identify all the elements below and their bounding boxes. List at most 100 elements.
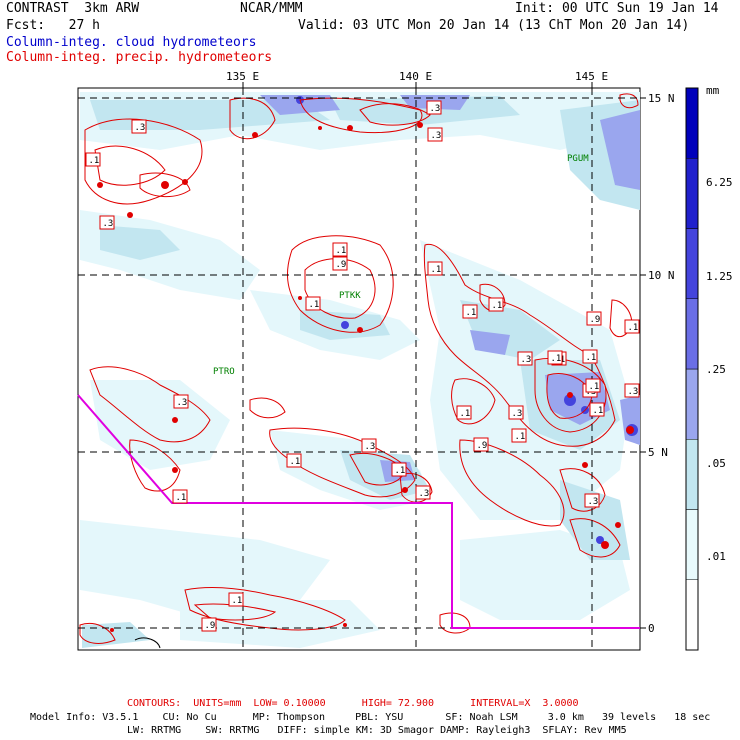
svg-text:.3: .3 xyxy=(521,355,532,365)
lat-label: 0 xyxy=(648,622,655,635)
svg-text:.1: .1 xyxy=(395,466,406,476)
svg-text:.9: .9 xyxy=(336,260,347,270)
svg-text:.3: .3 xyxy=(419,489,430,499)
contour-value-label: .9 xyxy=(473,437,489,452)
svg-text:.1: .1 xyxy=(589,382,600,392)
boundary-line xyxy=(77,394,640,629)
svg-text:.1: .1 xyxy=(431,265,442,275)
contour-value-label: .3 xyxy=(173,394,189,409)
colorbar-swatch xyxy=(685,158,699,229)
svg-text:.1: .1 xyxy=(89,156,100,166)
colorbar-swatch xyxy=(685,298,699,370)
svg-text:.3: .3 xyxy=(431,131,442,141)
lon-labels: 135 E 140 E 145 E xyxy=(226,70,608,83)
lat-label: 15 N xyxy=(648,92,675,105)
lat-labels: 15 N 10 N 5 N 0 xyxy=(648,92,675,635)
colorbar-label: .05 xyxy=(706,457,726,470)
svg-text:.1: .1 xyxy=(551,354,562,364)
contour-value-label: .1 xyxy=(589,402,605,417)
contour-value-label: .3 xyxy=(426,100,442,115)
svg-text:.3: .3 xyxy=(430,104,441,114)
colorbar-swatch xyxy=(685,509,699,580)
svg-text:.1: .1 xyxy=(492,301,503,311)
svg-text:.3: .3 xyxy=(588,497,599,507)
colorbar-unit: mm xyxy=(706,84,720,97)
contour-value-label: .1 xyxy=(462,304,478,319)
contour-value-label: .9 xyxy=(332,256,348,271)
precip-cores xyxy=(97,122,634,632)
init-time: Init: 00 UTC Sun 19 Jan 14 xyxy=(515,1,719,16)
contour-value-label: .3 xyxy=(624,383,640,398)
lat-label: 5 N xyxy=(648,446,668,459)
colorbar-swatch xyxy=(685,87,699,159)
contour-value-label: .1 xyxy=(547,350,563,365)
colorbar-labels: 6.25 1.25 .25 .05 .01 xyxy=(706,176,733,563)
lon-label: 145 E xyxy=(575,70,608,83)
station-label: PTRO xyxy=(213,367,235,377)
contour-labels: .3 .1 .3 .3 .3 .1 .1 .9 .1 .1 .1 .3 .1 .9 .1 .1 .3 .1 .3 .1… xyxy=(85,100,640,632)
contour-value-label: .1 xyxy=(511,428,527,443)
contour-value-label: .1 xyxy=(305,296,321,311)
organization: NCAR/MMM xyxy=(240,1,303,16)
contour-value-label: .1 xyxy=(488,297,504,312)
svg-text:.1: .1 xyxy=(309,300,320,310)
contour-value-label: .9 xyxy=(586,311,602,326)
contour-value-label: .9 xyxy=(201,617,217,632)
lon-label: 140 E xyxy=(399,70,432,83)
contour-value-label: .1 xyxy=(228,592,244,607)
svg-text:.3: .3 xyxy=(135,123,146,133)
contour-value-label: .1 xyxy=(172,489,188,504)
svg-text:.1: .1 xyxy=(628,323,639,333)
contour-value-label: .1 xyxy=(624,319,640,334)
station-label: PTKK xyxy=(339,291,361,301)
contour-value-label: .3 xyxy=(508,405,524,420)
valid-time: Valid: 03 UTC Mon 20 Jan 14 (13 ChT Mon … xyxy=(298,18,690,33)
contour-info: CONTOURS: UNITS=mm LOW= 0.10000 HIGH= 72… xyxy=(127,698,579,709)
tick-marks xyxy=(242,82,646,629)
field-precip-label: Column-integ. precip. hydrometeors xyxy=(6,50,273,65)
contour-value-label: .3 xyxy=(427,127,443,142)
svg-text:.9: .9 xyxy=(590,315,601,325)
svg-text:.3: .3 xyxy=(628,387,639,397)
contour-value-label: .1 xyxy=(456,405,472,420)
station-label: PGUM xyxy=(567,154,589,164)
contour-value-label: .1 xyxy=(391,462,407,477)
contour-value-label: .3 xyxy=(415,485,431,500)
colorbar-label: .01 xyxy=(706,550,726,563)
contour-value-label: .1 xyxy=(332,242,348,257)
svg-text:.1: .1 xyxy=(460,409,471,419)
contour-value-label: .1 xyxy=(286,453,302,468)
model-info-line1: Model Info: V3.5.1 CU: No Cu MP: Thompso… xyxy=(30,712,711,723)
contour-value-label: .3 xyxy=(131,119,147,134)
svg-text:.1: .1 xyxy=(232,596,243,606)
svg-text:.1: .1 xyxy=(466,308,477,318)
svg-text:.1: .1 xyxy=(290,457,301,467)
svg-text:.1: .1 xyxy=(586,353,597,363)
svg-text:.1: .1 xyxy=(336,246,347,256)
contour-value-label: .1 xyxy=(427,261,443,276)
colorbar-label: 6.25 xyxy=(706,176,733,189)
contour-value-label: .3 xyxy=(361,438,377,453)
contour-value-label: .3 xyxy=(584,493,600,508)
svg-text:.1: .1 xyxy=(515,432,526,442)
colorbar-label: .25 xyxy=(706,363,726,376)
contour-value-label: .3 xyxy=(99,215,115,230)
svg-text:.1: .1 xyxy=(176,493,187,503)
model-info-line2: LW: RRTMG SW: RRTMG DIFF: simple KM: 3D … xyxy=(127,725,627,736)
forecast-hour: Fcst: 27 h xyxy=(6,18,100,33)
field-cloud-label: Column-integ. cloud hydrometeors xyxy=(6,35,257,50)
svg-text:.3: .3 xyxy=(365,442,376,452)
svg-text:.3: .3 xyxy=(103,219,114,229)
stations: PGUM PTKK PTRO xyxy=(213,154,589,377)
colorbar-swatch xyxy=(685,228,699,299)
contour-value-label: .1 xyxy=(585,378,601,393)
plot-title: CONTRAST 3km ARW xyxy=(6,1,140,16)
map-panel: .3 .1 .3 .3 .3 .1 .1 .9 .1 .1 .1 .3 .1 .9 .1 .1 .3 .1 .3 .1… xyxy=(77,82,646,651)
lat-label: 10 N xyxy=(648,269,675,282)
coastline xyxy=(134,637,161,649)
svg-text:.1: .1 xyxy=(593,406,604,416)
colorbar-swatches xyxy=(685,87,699,651)
svg-text:.9: .9 xyxy=(205,621,216,631)
colorbar-swatch xyxy=(685,368,699,440)
